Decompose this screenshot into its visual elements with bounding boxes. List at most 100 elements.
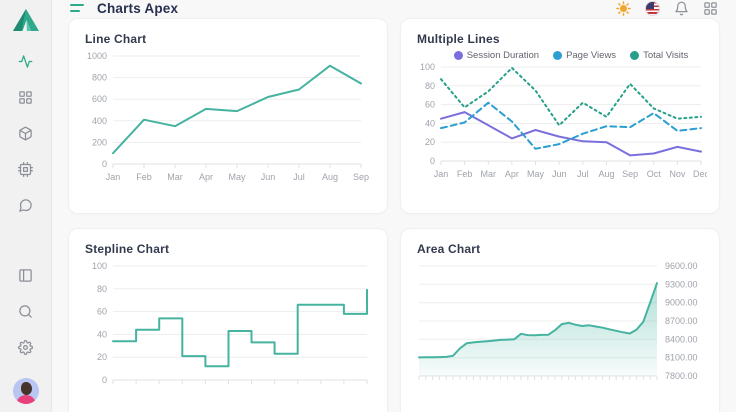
sidebar-item-charts[interactable] [18, 54, 33, 69]
svg-text:Apr: Apr [505, 169, 519, 179]
svg-text:Jan: Jan [434, 169, 449, 179]
app-logo[interactable] [12, 7, 40, 38]
bell-icon [674, 1, 688, 15]
layout-icon [19, 269, 32, 282]
area-chart[interactable]: 9600.00 9300.00 9000.00 8700.00 8400.00 8100.… [415, 258, 705, 412]
svg-text:0: 0 [102, 159, 107, 169]
sidebar-item-system[interactable] [18, 162, 33, 177]
svg-text:20: 20 [97, 352, 107, 362]
activity-icon [18, 55, 33, 68]
svg-text:80: 80 [97, 284, 107, 294]
sidebar-item-components[interactable] [18, 126, 33, 141]
svg-text:100: 100 [92, 261, 107, 271]
svg-text:0: 0 [102, 375, 107, 385]
main-area: Charts Apex Line Chart 1000 800 600 400 200 0… [52, 0, 736, 412]
notifications-button[interactable] [673, 0, 689, 16]
svg-text:Jul: Jul [293, 172, 305, 182]
sidebar-item-search[interactable] [18, 304, 33, 319]
legend-dot [630, 51, 640, 60]
card-title: Line Chart [85, 32, 147, 46]
legend-dot [553, 51, 563, 60]
line-chart[interactable]: 1000 800 600 400 200 0 Jan Feb Mar Apr May Jun Jul Au… [83, 48, 373, 195]
chart-legend: Session Duration Page Views Total Visits [437, 50, 705, 61]
svg-text:40: 40 [425, 118, 435, 128]
svg-text:Mar: Mar [167, 172, 183, 182]
svg-text:May: May [527, 169, 545, 179]
top-header: Charts Apex [52, 0, 736, 16]
legend-dot [453, 51, 463, 60]
area-chart-card: Area Chart 9600.00 9300.00 9000.00 8700.00 8… [400, 228, 720, 412]
svg-text:Nov: Nov [669, 169, 686, 179]
search-icon [19, 305, 32, 318]
svg-text:7800.00: 7800.00 [665, 371, 698, 381]
theme-toggle-button[interactable] [615, 0, 631, 16]
sidebar-item-dashboard[interactable] [18, 90, 33, 105]
svg-text:Jan: Jan [106, 172, 121, 182]
multiple-lines-chart[interactable]: 100 80 60 40 20 0 Jan Feb Mar Apr May Jun Jul Aug Sep O… [415, 62, 710, 192]
svg-text:1000: 1000 [87, 51, 107, 61]
sun-icon [615, 0, 631, 16]
svg-text:Feb: Feb [136, 172, 152, 182]
sidebar-item-settings[interactable] [18, 340, 33, 355]
svg-text:9600.00: 9600.00 [665, 261, 698, 271]
chat-bubble-icon [19, 199, 32, 212]
sidebar-item-layout[interactable] [18, 268, 33, 283]
svg-text:400: 400 [92, 116, 107, 126]
svg-text:Sep: Sep [353, 172, 369, 182]
svg-text:9300.00: 9300.00 [665, 279, 698, 289]
card-title: Area Chart [417, 242, 481, 256]
svg-text:80: 80 [425, 81, 435, 91]
legend-label: Total Visits [643, 50, 689, 61]
dashboard-grid-icon [19, 91, 32, 104]
card-title: Stepline Chart [85, 242, 170, 256]
svg-text:200: 200 [92, 137, 107, 147]
line-chart-card: Line Chart 1000 800 600 400 200 0 Jan Feb Mar Apr… [68, 18, 388, 214]
stepline-chart-card: Stepline Chart 100 80 60 40 20 0 [68, 228, 388, 412]
page-title: Charts Apex [97, 0, 179, 16]
legend-label: Session Duration [466, 50, 540, 61]
multiple-lines-card: Multiple Lines Session Duration Page Vie… [400, 18, 720, 214]
svg-text:Dec: Dec [693, 169, 707, 179]
svg-text:60: 60 [97, 307, 107, 317]
menu-toggle-button[interactable] [68, 2, 86, 14]
svg-text:May: May [228, 172, 246, 182]
svg-text:Jun: Jun [552, 169, 567, 179]
svg-text:0: 0 [430, 156, 435, 166]
apps-menu-button[interactable] [702, 0, 718, 16]
svg-text:Mar: Mar [481, 169, 497, 179]
svg-text:Aug: Aug [598, 169, 614, 179]
svg-text:Jul: Jul [577, 169, 589, 179]
svg-text:600: 600 [92, 94, 107, 104]
legend-item-page-views[interactable]: Page Views [553, 50, 616, 61]
svg-text:8400.00: 8400.00 [665, 334, 698, 344]
package-icon [19, 126, 32, 141]
svg-text:Aug: Aug [322, 172, 338, 182]
charts-grid: Line Chart 1000 800 600 400 200 0 Jan Feb Mar Apr… [52, 16, 736, 412]
svg-text:40: 40 [97, 329, 107, 339]
svg-text:60: 60 [425, 100, 435, 110]
svg-text:800: 800 [92, 73, 107, 83]
legend-label: Page Views [566, 50, 617, 61]
svg-text:Sep: Sep [622, 169, 638, 179]
svg-text:8100.00: 8100.00 [665, 353, 698, 363]
us-flag-icon [644, 0, 660, 16]
card-title: Multiple Lines [417, 32, 500, 46]
svg-text:100: 100 [420, 63, 435, 72]
legend-item-session-duration[interactable]: Session Duration [453, 50, 540, 61]
svg-text:9000.00: 9000.00 [665, 298, 698, 308]
svg-text:8700.00: 8700.00 [665, 316, 698, 326]
apps-grid-icon [703, 1, 717, 15]
legend-item-total-visits[interactable]: Total Visits [630, 50, 688, 61]
cpu-icon [18, 162, 33, 177]
svg-text:Feb: Feb [457, 169, 473, 179]
sidebar-item-chat[interactable] [18, 198, 33, 213]
svg-text:Jun: Jun [261, 172, 276, 182]
language-selector[interactable] [644, 0, 660, 16]
user-avatar[interactable] [12, 378, 39, 404]
stepline-chart[interactable]: 100 80 60 40 20 0 [83, 258, 373, 412]
svg-text:Apr: Apr [199, 172, 213, 182]
svg-text:Oct: Oct [647, 169, 662, 179]
gear-icon [18, 340, 33, 355]
sidebar [0, 0, 52, 412]
svg-text:20: 20 [425, 137, 435, 147]
